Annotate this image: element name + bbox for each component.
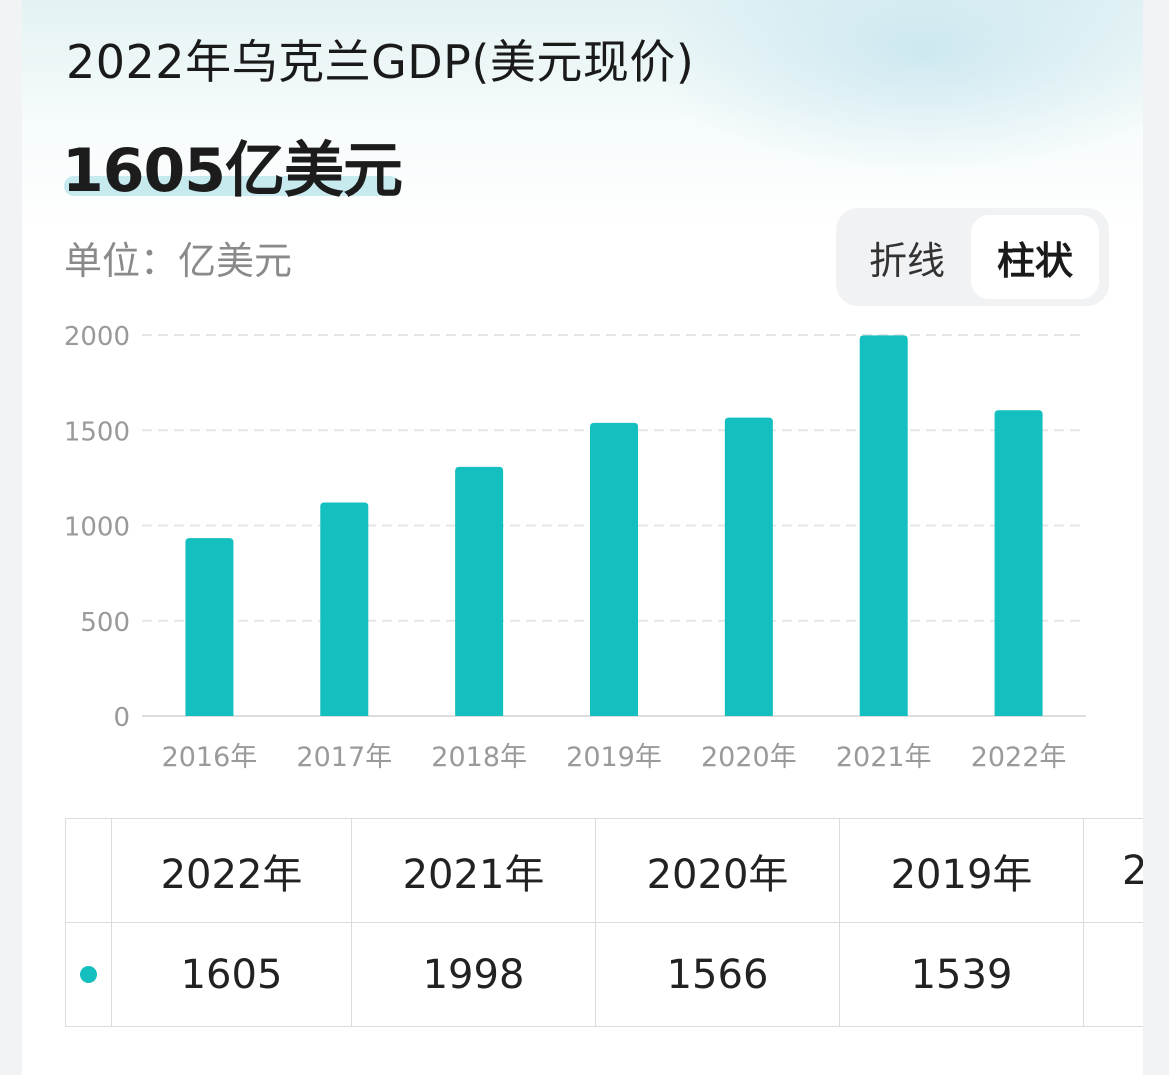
bar	[185, 538, 234, 716]
toggle-bar-option[interactable]: 柱状	[971, 215, 1099, 299]
value-highlight	[64, 176, 400, 196]
chart-type-toggle[interactable]: 折线 柱状	[836, 208, 1109, 306]
data-table: 2022年 2021年 2020年 2019年 2 1605 1998 1566…	[65, 818, 1143, 1027]
unit-label: 单位：亿美元	[64, 239, 293, 283]
table-corner-cell	[66, 819, 112, 922]
table-header-cell: 2021年	[352, 819, 596, 922]
bar-chart: 0 500 1000 1500 2000 2016年 2017年 2018年 2019年 2020…	[64, 322, 1086, 773]
headline-value: 1605亿美元	[62, 136, 403, 206]
x-tick-label: 2019年	[566, 742, 662, 773]
x-tick-label: 2020年	[701, 742, 797, 773]
bar	[859, 335, 908, 716]
table-data-row: 1605 1998 1566 1539	[66, 922, 1143, 1026]
table-header-cell: 2019年	[840, 819, 1084, 922]
bar	[320, 502, 369, 716]
series-marker	[66, 923, 112, 1026]
bar	[724, 417, 773, 716]
bar	[994, 410, 1043, 716]
x-tick-label: 2021年	[836, 742, 932, 773]
x-tick-label: 2016年	[162, 742, 258, 773]
table-value-cell: 1605	[112, 923, 352, 1026]
table-header-row: 2022年 2021年 2020年 2019年 2	[66, 819, 1143, 922]
headline-value-block: 1605亿美元	[62, 122, 403, 209]
table-header-cell: 2	[1084, 819, 1143, 922]
y-tick-label: 500	[80, 608, 130, 638]
table-value-cell	[1084, 923, 1143, 1026]
x-tick-label: 2018年	[431, 742, 527, 773]
x-tick-label: 2022年	[971, 742, 1067, 773]
y-tick-label: 1500	[64, 417, 130, 447]
table-header-cell: 2020年	[596, 819, 840, 922]
gdp-card: 2022年乌克兰GDP(美元现价) 1605亿美元 单位：亿美元 折线 柱状 0…	[22, 0, 1143, 1075]
table-value-cell: 1539	[840, 923, 1084, 1026]
table-value-cell: 1998	[352, 923, 596, 1026]
bar	[455, 466, 504, 716]
y-tick-label: 1000	[64, 513, 130, 543]
table-header-cell: 2022年	[112, 819, 352, 922]
toggle-line-option[interactable]: 折线	[868, 238, 945, 283]
page-title: 2022年乌克兰GDP(美元现价)	[66, 35, 695, 89]
x-tick-label: 2017年	[296, 742, 392, 773]
bar	[590, 422, 638, 716]
series-dot-icon	[80, 966, 97, 983]
table-value-cell: 1566	[596, 923, 840, 1026]
y-tick-label: 0	[113, 703, 130, 733]
y-tick-label: 2000	[64, 322, 130, 352]
